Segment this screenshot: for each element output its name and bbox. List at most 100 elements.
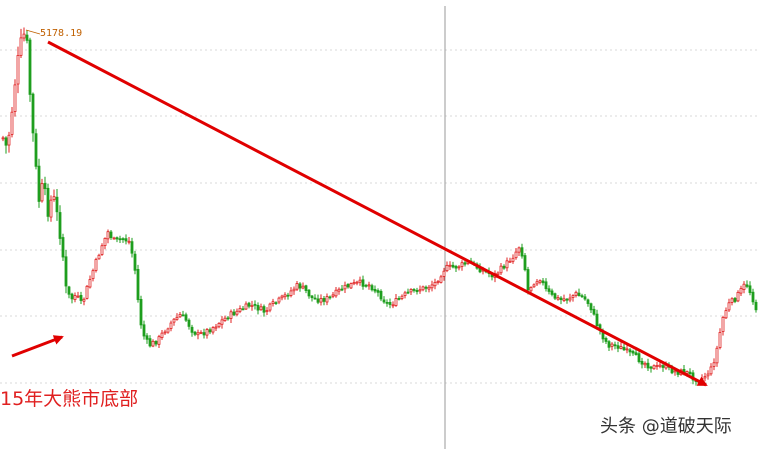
candle (244, 301, 248, 311)
candle (226, 315, 230, 321)
candle-body (205, 329, 209, 336)
candle (547, 285, 551, 295)
candle-body (127, 240, 131, 243)
candle-body (748, 285, 752, 293)
candle (607, 340, 611, 351)
candle-body (421, 286, 425, 291)
candle-body (274, 302, 278, 305)
candle-body (640, 361, 644, 365)
candle (352, 279, 356, 286)
candle (343, 281, 347, 293)
candle (613, 341, 617, 350)
candle-body (91, 270, 95, 280)
candle (430, 280, 434, 292)
candle-body (34, 133, 38, 167)
candle (142, 320, 146, 340)
candle (178, 312, 182, 318)
candle (751, 288, 755, 305)
candle-body (658, 364, 662, 367)
candle-body (637, 353, 641, 363)
candle-body (316, 298, 320, 303)
candle-body (4, 137, 8, 146)
candle (718, 328, 722, 350)
candle-body (70, 293, 74, 300)
candle-body (517, 247, 521, 253)
candle (709, 363, 713, 376)
candle-body (37, 165, 41, 202)
candle (733, 296, 737, 304)
candle (214, 324, 218, 331)
candle (337, 287, 341, 295)
candle (412, 288, 416, 293)
candle (532, 283, 536, 288)
candle-body (526, 269, 530, 291)
candle-body (628, 349, 632, 353)
candle (79, 291, 83, 304)
candle-body (673, 370, 677, 373)
candle (508, 257, 512, 263)
candle-body (754, 301, 758, 311)
candle-body (55, 196, 59, 213)
candle (265, 307, 269, 316)
candle (646, 358, 650, 372)
candle-body (115, 237, 119, 240)
candle (349, 282, 353, 290)
candle-body (412, 289, 416, 291)
candle (250, 300, 254, 311)
candle-body (196, 332, 200, 336)
candle (499, 263, 503, 275)
candle-body (418, 289, 422, 292)
candle-body (463, 262, 467, 265)
candle-body (634, 352, 638, 355)
candle (703, 372, 707, 382)
candle (10, 107, 14, 138)
candle (100, 243, 104, 256)
candle-body (118, 238, 122, 241)
candle-body (556, 297, 560, 300)
candle (742, 281, 746, 294)
candle-body (334, 289, 338, 297)
candle-body (82, 298, 86, 302)
candle (55, 189, 59, 221)
candle (379, 289, 383, 302)
candle (511, 254, 515, 264)
candle-body (181, 314, 185, 317)
candle-body (520, 247, 524, 257)
candle-body (643, 362, 647, 366)
candle (301, 282, 305, 290)
candle (187, 318, 191, 330)
candle-body (253, 303, 257, 306)
candle (148, 335, 152, 348)
candle-body (592, 308, 596, 315)
candle (52, 189, 56, 202)
candle (451, 261, 455, 269)
candle-body (73, 295, 77, 300)
candle-body (550, 290, 554, 295)
candle-body (22, 33, 26, 39)
candle (394, 293, 398, 307)
candle (145, 333, 149, 344)
candle-body (208, 329, 212, 333)
candle (637, 350, 641, 364)
candle-body (367, 284, 371, 287)
candle (538, 279, 542, 285)
candle-body (130, 241, 134, 254)
candle (721, 315, 725, 336)
candle (388, 298, 392, 309)
candle-body (277, 297, 281, 303)
candle-body (214, 326, 218, 329)
candle-body (154, 340, 158, 345)
candle-body (712, 362, 716, 367)
candle (163, 329, 167, 335)
candle-body (355, 281, 359, 284)
candle (22, 27, 26, 42)
bear-market-bottom-label: 15年大熊市底部 (0, 388, 139, 410)
candle-body (604, 337, 608, 342)
candle-body (337, 288, 341, 292)
candle-body (433, 281, 437, 287)
candle (46, 183, 50, 222)
candle (400, 294, 404, 301)
candle-body (160, 332, 164, 338)
candle (154, 340, 158, 347)
candle-body (97, 254, 101, 260)
